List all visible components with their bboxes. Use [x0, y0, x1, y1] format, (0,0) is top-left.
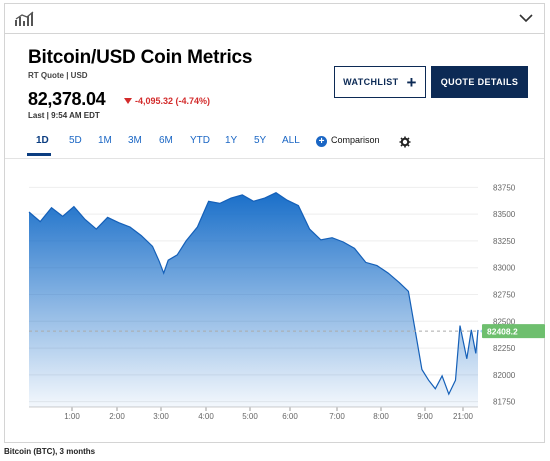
- current-price-badge: [482, 324, 545, 339]
- y-tick-label: 83750: [493, 183, 516, 192]
- x-tick-label: 1:00: [64, 412, 80, 421]
- quote-details-label: QUOTE DETAILS: [440, 77, 519, 87]
- y-tick-label: 82250: [493, 344, 516, 353]
- x-tick-label: 5:00: [242, 412, 258, 421]
- tab-5y[interactable]: 5Y: [254, 135, 267, 146]
- quote-source: RT Quote | USD: [28, 71, 88, 80]
- y-tick-label: 81750: [493, 398, 516, 407]
- chart-divider: [5, 158, 544, 159]
- tab-ytd[interactable]: YTD: [190, 135, 210, 146]
- tab-3m[interactable]: 3M: [128, 135, 142, 146]
- x-tick-label: 9:00: [417, 412, 433, 421]
- price-change: -4,095.32 (-4.74%): [124, 96, 210, 106]
- down-arrow-icon: [124, 98, 132, 104]
- tab-1y[interactable]: 1Y: [225, 135, 238, 146]
- x-tick-label: 8:00: [373, 412, 389, 421]
- quote-card: Bitcoin/USD Coin Metrics RT Quote | USD …: [4, 3, 545, 443]
- x-tick-label: 21:00: [453, 412, 474, 421]
- active-tab-indicator: [27, 153, 51, 156]
- y-tick-label: 83000: [493, 264, 516, 273]
- watchlist-button[interactable]: WATCHLIST +: [334, 66, 426, 98]
- plus-icon: +: [406, 72, 417, 92]
- line-chart-icon[interactable]: [14, 10, 36, 28]
- tab-1d[interactable]: 1D: [36, 135, 49, 146]
- watchlist-label: WATCHLIST: [343, 77, 399, 87]
- y-tick-label: 82000: [493, 371, 516, 380]
- price-chart[interactable]: 83750 83500 83250 83000 82750 82500 82250 82000…: [5, 4, 546, 444]
- quote-details-button[interactable]: QUOTE DETAILS: [431, 66, 528, 98]
- y-tick-label: 83500: [493, 210, 516, 219]
- y-tick-label: 82500: [493, 317, 516, 326]
- y-tick-label: 83250: [493, 237, 516, 246]
- current-price-label: 82408.2: [487, 327, 518, 337]
- price-area: [29, 192, 478, 407]
- chevron-down-icon[interactable]: [518, 12, 534, 24]
- page-title: Bitcoin/USD Coin Metrics: [28, 47, 253, 68]
- add-comparison-icon[interactable]: +: [316, 136, 327, 147]
- current-price: 82,378.04: [28, 89, 106, 109]
- tab-all[interactable]: ALL: [282, 135, 300, 146]
- gear-icon[interactable]: [399, 136, 411, 148]
- tab-1m[interactable]: 1M: [98, 135, 112, 146]
- x-tick-label: 7:00: [329, 412, 345, 421]
- tab-6m[interactable]: 6M: [159, 135, 173, 146]
- x-tick-label: 6:00: [282, 412, 298, 421]
- price-change-value: -4,095.32 (-4.74%): [135, 96, 211, 106]
- price-line: [28, 192, 479, 396]
- chart-caption: Bitcoin (BTC), 3 months: [4, 447, 96, 456]
- last-updated: Last | 9:54 AM EDT: [28, 111, 100, 120]
- tab-5d[interactable]: 5D: [69, 135, 82, 146]
- comparison-button[interactable]: Comparison: [331, 135, 380, 145]
- x-tick-label: 2:00: [109, 412, 125, 421]
- card-toolbar: [5, 4, 544, 34]
- x-tick-label: 3:00: [153, 412, 169, 421]
- x-tick-label: 4:00: [198, 412, 214, 421]
- y-tick-label: 82750: [493, 291, 516, 300]
